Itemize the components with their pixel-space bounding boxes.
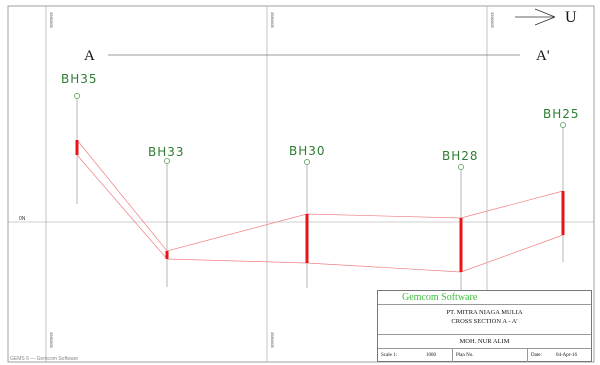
grid-label-top: 398000E: [270, 12, 275, 28]
scale-cell: Scale 1: 1000: [378, 349, 453, 362]
scale-label: Scale 1:: [381, 353, 397, 358]
scale-value: 1000: [426, 353, 436, 358]
seam-correlation: [76, 139, 564, 273]
client-name: PT. MITRA NIAGA MULIA: [446, 309, 523, 316]
footer-text: GEMS 6 — Gemcom Software: [10, 356, 79, 362]
borehole-label: BH35: [61, 72, 98, 86]
borehole-bh25: BH25: [543, 107, 580, 262]
company-name: Gemcom Software: [378, 291, 591, 305]
title-block-footer: Scale 1: 1000 Plan No. Date: 04-Apr-16: [378, 349, 591, 362]
date-label: Date:: [531, 353, 542, 358]
seam-floor-line: [76, 154, 564, 273]
collar-marker-icon: [458, 164, 464, 170]
author-name: MOH. NUR ALIM: [378, 335, 591, 349]
grid-label-top: 396000E: [49, 12, 54, 28]
collar-marker-icon: [560, 122, 566, 128]
grid-label-bottom: 398000E: [270, 332, 275, 348]
grid-label-bottom: 396000E: [49, 332, 54, 348]
title-main: PT. MITRA NIAGA MULIA CROSS SECTION A - …: [378, 305, 591, 335]
borehole-bh35: BH35: [61, 72, 98, 204]
axis-label: 0N: [19, 216, 26, 222]
borehole-label: BH30: [289, 144, 326, 158]
section-end-label: A': [536, 48, 550, 64]
borehole-label: BH28: [442, 149, 479, 163]
north-arrow-label: U: [565, 9, 577, 26]
date-cell: Date: 04-Apr-16: [528, 349, 592, 362]
title-block: Gemcom Software PT. MITRA NIAGA MULIA CR…: [377, 290, 592, 362]
plan-label: Plan No.: [456, 353, 474, 358]
seam-intervals: [75, 140, 565, 272]
grid-label-top: 399000E: [490, 12, 495, 28]
north-arrow-icon: [515, 8, 556, 26]
borehole-bh33: BH33: [148, 145, 185, 287]
section-start-label: A: [84, 48, 95, 64]
collar-marker-icon: [164, 158, 170, 164]
borehole-label: BH33: [148, 145, 185, 159]
date-value: 04-Apr-16: [556, 353, 578, 358]
borehole-label: BH25: [543, 107, 580, 121]
collar-marker-icon: [74, 93, 80, 99]
plan-cell: Plan No.: [453, 349, 528, 362]
collar-marker-icon: [304, 159, 310, 165]
drawing-title: CROSS SECTION A - A': [451, 318, 518, 325]
drawing-frame: [7, 5, 595, 363]
